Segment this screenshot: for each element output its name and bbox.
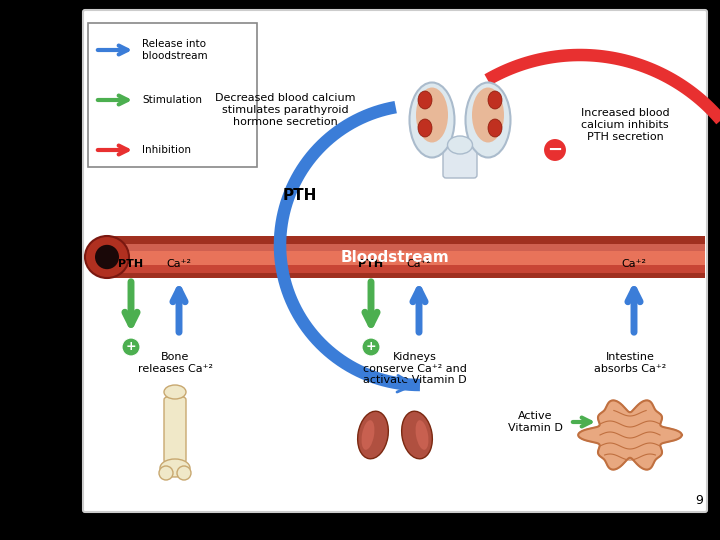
FancyBboxPatch shape: [164, 397, 186, 463]
FancyBboxPatch shape: [443, 142, 477, 178]
Bar: [107, 244, 705, 251]
Ellipse shape: [85, 236, 129, 278]
Text: +: +: [126, 341, 136, 354]
Ellipse shape: [488, 119, 502, 137]
Ellipse shape: [95, 245, 119, 269]
Ellipse shape: [410, 83, 454, 158]
Text: Increased blood
calcium inhibits
PTH secretion: Increased blood calcium inhibits PTH sec…: [581, 109, 670, 141]
Text: PTH: PTH: [283, 188, 318, 203]
Ellipse shape: [160, 459, 190, 477]
Text: Intestine
absorbs Ca⁺²: Intestine absorbs Ca⁺²: [594, 352, 666, 374]
Ellipse shape: [402, 411, 432, 459]
Text: Ca⁺²: Ca⁺²: [166, 259, 192, 269]
Bar: [107, 251, 705, 265]
Text: Release into
bloodstream: Release into bloodstream: [142, 39, 207, 61]
Text: 9: 9: [695, 494, 703, 507]
Ellipse shape: [361, 420, 374, 450]
FancyBboxPatch shape: [83, 10, 707, 512]
Text: Parathyroid glands (on
posterior of thyroid gland): Parathyroid glands (on posterior of thyr…: [440, 25, 617, 53]
Ellipse shape: [416, 87, 448, 143]
Ellipse shape: [418, 119, 432, 137]
Ellipse shape: [358, 411, 388, 459]
FancyBboxPatch shape: [88, 23, 257, 167]
Circle shape: [362, 338, 380, 356]
Text: PTH: PTH: [359, 259, 384, 269]
Bar: [107, 265, 705, 273]
Ellipse shape: [159, 466, 173, 480]
Text: Inhibition: Inhibition: [142, 145, 191, 155]
Polygon shape: [578, 400, 682, 470]
Ellipse shape: [177, 466, 191, 480]
Text: Ca⁺²: Ca⁺²: [621, 259, 647, 269]
Text: Ca⁺²: Ca⁺²: [407, 259, 431, 269]
Ellipse shape: [448, 136, 472, 154]
Text: Bloodstream: Bloodstream: [341, 249, 449, 265]
Ellipse shape: [466, 83, 510, 158]
Text: Bone
releases Ca⁺²: Bone releases Ca⁺²: [138, 352, 212, 374]
Text: Decreased blood calcium
stimulates parathyroid
hormone secretion: Decreased blood calcium stimulates parat…: [215, 93, 355, 126]
Text: Active
Vitamin D: Active Vitamin D: [508, 411, 562, 433]
Text: Stimulation: Stimulation: [142, 95, 202, 105]
Text: PTH: PTH: [118, 259, 143, 269]
Ellipse shape: [488, 91, 502, 109]
Bar: [107, 236, 705, 244]
Ellipse shape: [472, 87, 504, 143]
Ellipse shape: [164, 385, 186, 399]
Text: −: −: [547, 141, 562, 159]
Ellipse shape: [415, 420, 428, 450]
Bar: [107, 273, 705, 278]
Circle shape: [543, 138, 567, 162]
Text: Kidneys
conserve Ca⁺² and
activate Vitamin D: Kidneys conserve Ca⁺² and activate Vitam…: [363, 352, 467, 385]
Circle shape: [122, 338, 140, 356]
Ellipse shape: [418, 91, 432, 109]
Text: +: +: [366, 341, 377, 354]
